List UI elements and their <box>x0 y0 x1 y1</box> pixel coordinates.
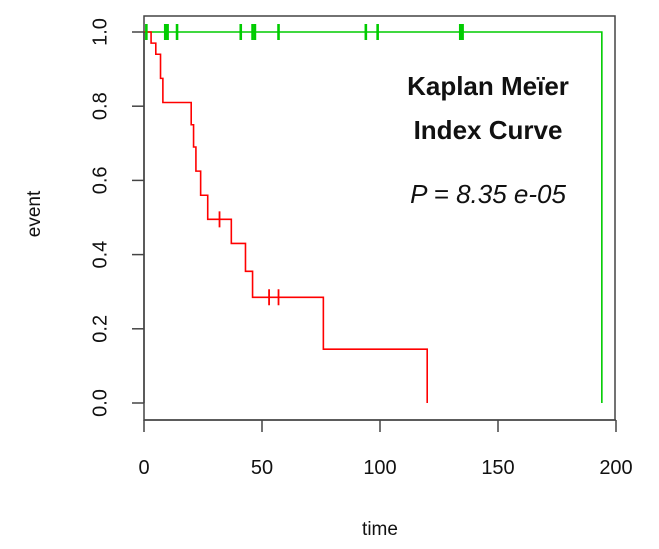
x-axis-label: time <box>362 519 398 540</box>
annotation-title-line-2: Index Curve <box>414 115 563 145</box>
x-tick-label: 100 <box>363 457 396 479</box>
y-tick-label: 1.0 <box>89 18 111 46</box>
annotation-title-line-1: Kaplan Meïer <box>407 71 569 101</box>
x-tick-label: 50 <box>251 457 273 479</box>
y-tick-label: 0.4 <box>89 241 111 269</box>
x-tick-label: 0 <box>138 457 149 479</box>
y-axis-label: event <box>24 190 45 237</box>
plot-series-layer <box>144 31 603 403</box>
y-tick-label: 0.6 <box>89 166 111 194</box>
green-series-line <box>144 31 603 403</box>
plot-censor-layer <box>145 24 464 306</box>
red-series-line <box>144 31 429 403</box>
y-tick-label: 0.8 <box>89 92 111 120</box>
y-tick-label: 0.0 <box>89 389 111 417</box>
x-tick-label: 150 <box>481 457 514 479</box>
axis-layer: 0 50 100 150 200 0.0 0.2 0.4 0.6 0.8 1.0 <box>89 18 632 479</box>
annotation-p-value: P = 8.35 e-05 <box>410 179 566 209</box>
x-tick-label: 200 <box>599 457 632 479</box>
y-tick-label: 0.2 <box>89 315 111 343</box>
